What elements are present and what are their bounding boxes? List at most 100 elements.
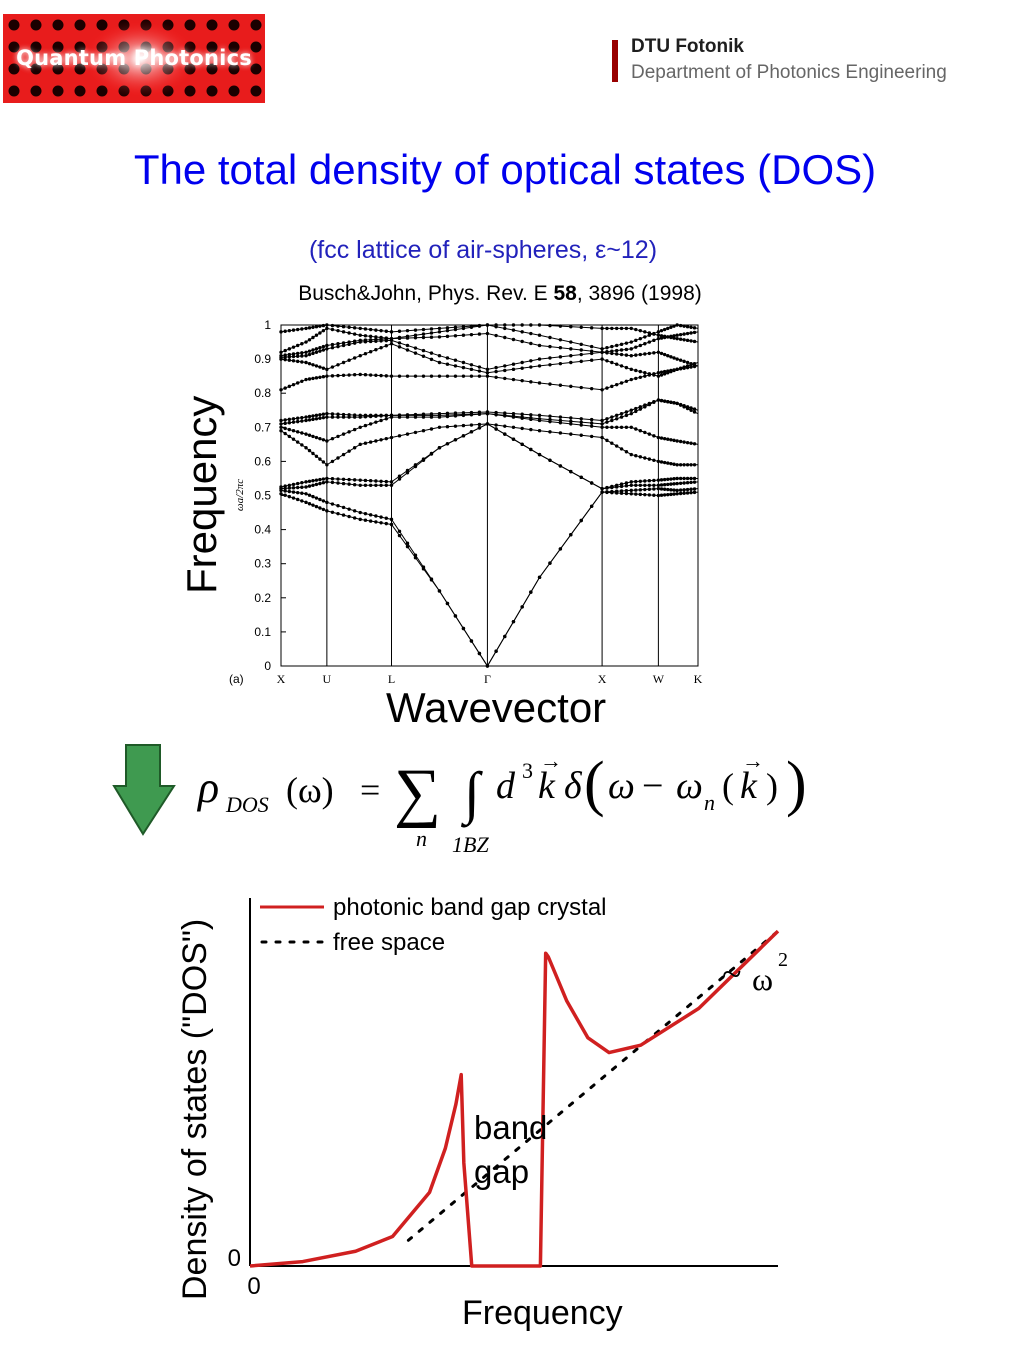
band-point xyxy=(291,490,296,494)
band-point xyxy=(659,370,664,374)
band-point xyxy=(291,496,296,500)
band-point xyxy=(589,481,594,485)
kpoint-label: W xyxy=(653,672,665,686)
band-point xyxy=(558,346,563,350)
band-point xyxy=(279,429,283,433)
band-point xyxy=(445,411,450,416)
band-point xyxy=(672,368,676,373)
band-point xyxy=(304,377,308,382)
band-ytick-label: 0.4 xyxy=(254,523,271,537)
band-point xyxy=(634,479,638,484)
band-point xyxy=(295,490,300,495)
band-point xyxy=(548,356,552,360)
band-point xyxy=(672,324,676,328)
band-point xyxy=(318,349,322,353)
band-point xyxy=(311,503,315,507)
band-point xyxy=(389,330,394,334)
band-point xyxy=(605,326,609,331)
band-point xyxy=(692,463,697,467)
band-point xyxy=(634,406,638,411)
band-point xyxy=(656,371,661,375)
band-point xyxy=(548,561,552,565)
citation-suffix: , 3896 (1998) xyxy=(576,282,702,305)
band-point xyxy=(341,341,346,345)
band-point xyxy=(445,326,450,330)
band-point xyxy=(666,400,670,404)
band-point xyxy=(384,336,388,340)
band-point xyxy=(624,353,629,357)
band-point xyxy=(304,350,308,354)
band-point xyxy=(675,476,679,481)
formula-k: k xyxy=(538,765,556,807)
band-point xyxy=(669,335,673,340)
band-point xyxy=(287,417,292,422)
band-point xyxy=(469,324,474,328)
band-point xyxy=(437,425,442,429)
band-point xyxy=(529,416,533,420)
band-point xyxy=(321,323,326,328)
band-point xyxy=(421,374,426,378)
band-ytick-label: 0.6 xyxy=(254,454,271,468)
band-point xyxy=(325,367,329,372)
band-point xyxy=(589,386,594,391)
band-point xyxy=(634,409,638,414)
band-point xyxy=(445,328,450,333)
band-point xyxy=(314,435,319,440)
band-point xyxy=(279,418,283,423)
band-point xyxy=(689,480,693,485)
band-point xyxy=(624,413,629,418)
band-point xyxy=(341,477,346,482)
formula-paren-close: ) xyxy=(786,750,807,818)
band-point xyxy=(325,411,329,416)
band-point xyxy=(605,350,609,354)
band-point xyxy=(610,384,614,389)
formula-delta: δ xyxy=(564,765,583,807)
band-point xyxy=(682,481,686,485)
band-point xyxy=(405,328,410,333)
band-point xyxy=(614,362,619,366)
band-point xyxy=(569,419,573,424)
band-point xyxy=(307,352,312,357)
band-point xyxy=(647,372,652,376)
band-point xyxy=(389,483,394,487)
band-point xyxy=(672,488,676,492)
formula-integral-icon: ∫ xyxy=(460,760,483,828)
band-point xyxy=(295,354,300,358)
band-point xyxy=(291,486,296,490)
band-point xyxy=(429,351,434,355)
band-point xyxy=(692,363,697,367)
band-point xyxy=(384,516,388,520)
band-point xyxy=(678,463,683,467)
band-point xyxy=(287,494,292,499)
band-point xyxy=(311,335,315,340)
band-point xyxy=(374,328,378,332)
band-point xyxy=(325,463,329,467)
band-point xyxy=(413,463,418,467)
band-point xyxy=(368,413,373,418)
band-point xyxy=(279,425,283,429)
formula-paren-open: ( xyxy=(584,750,605,818)
band-point xyxy=(321,507,326,512)
band-point xyxy=(389,374,394,378)
band-point xyxy=(437,411,442,416)
band-point xyxy=(682,332,686,336)
band-point xyxy=(330,436,335,441)
band-point xyxy=(397,529,402,534)
band-ylabel-small: ωa/2πc xyxy=(234,479,246,511)
band-point xyxy=(405,432,410,436)
band-point xyxy=(614,483,619,487)
band-point xyxy=(682,488,686,492)
band-point xyxy=(643,342,647,346)
band-point xyxy=(511,362,516,366)
band-point xyxy=(379,438,383,442)
band-point xyxy=(666,353,670,358)
band-point xyxy=(330,346,335,350)
band-point xyxy=(413,328,418,332)
band-point xyxy=(291,382,296,387)
band-point xyxy=(656,483,661,487)
band-point xyxy=(579,433,583,437)
band-point xyxy=(453,364,458,368)
band-point xyxy=(569,533,573,537)
annotation-gap: gap xyxy=(474,1153,529,1190)
band-point xyxy=(589,417,594,422)
